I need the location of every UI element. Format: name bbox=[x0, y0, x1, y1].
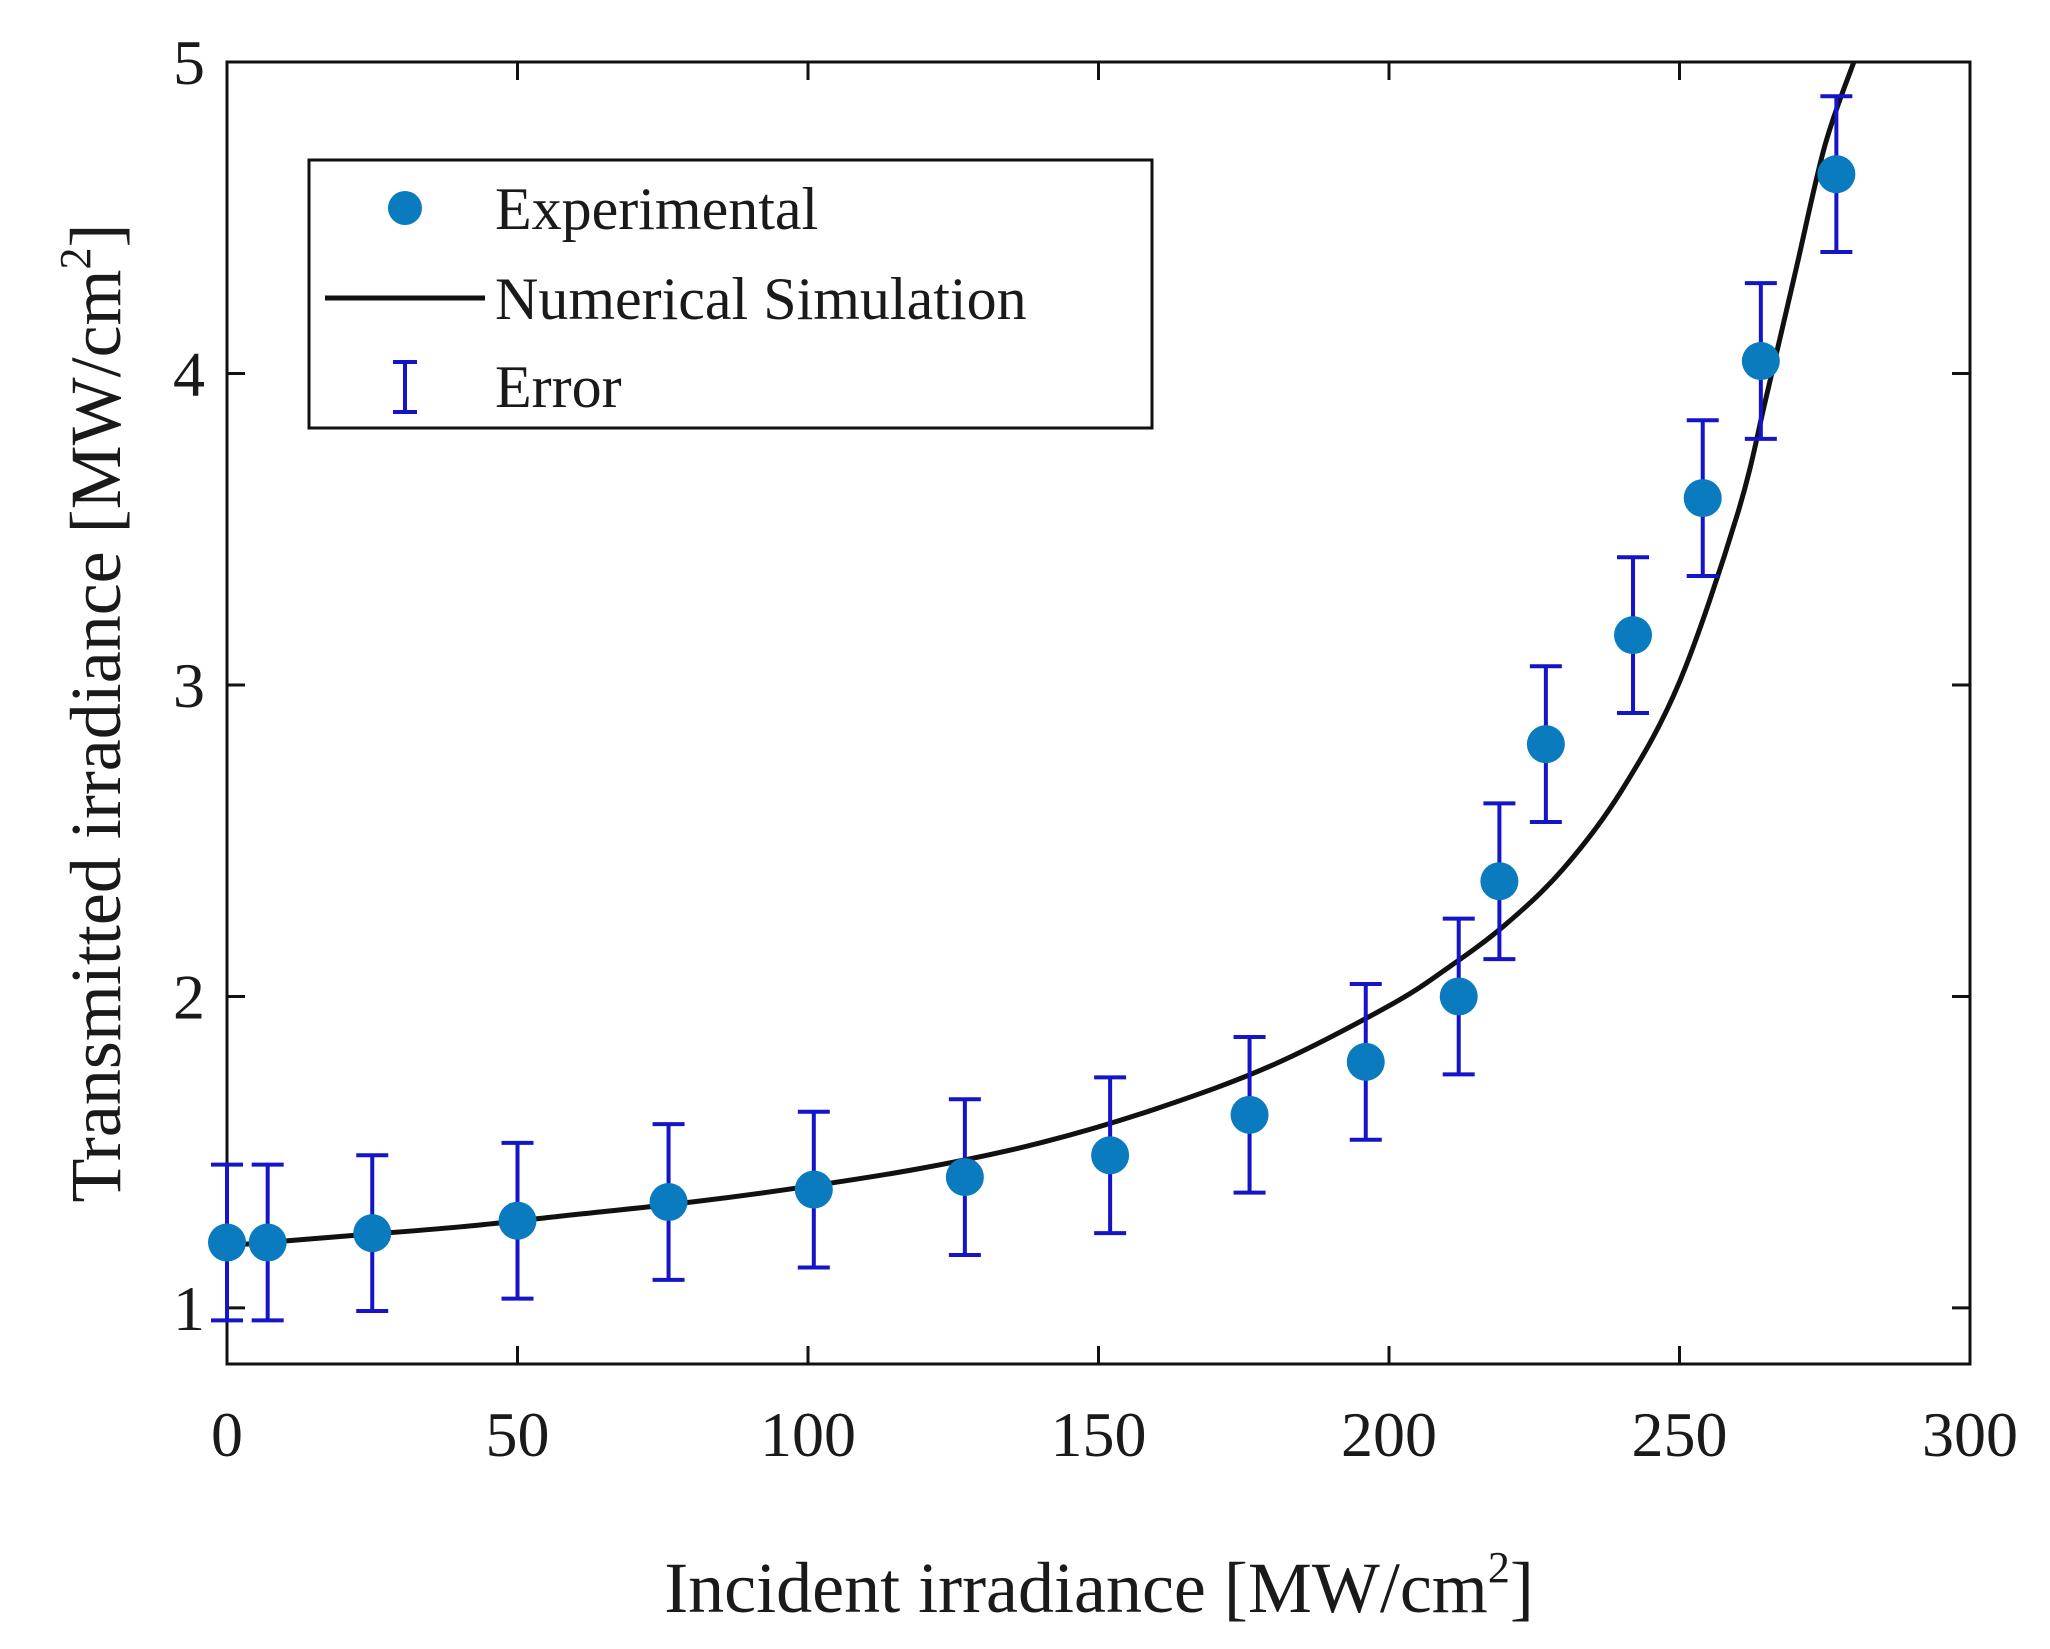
x-tick-label: 200 bbox=[1341, 1399, 1437, 1470]
experimental-point bbox=[1683, 479, 1722, 518]
axis-ticks bbox=[225, 60, 1972, 1364]
experimental-point bbox=[353, 1214, 392, 1253]
legend: Experimental Numerical Simulation Error bbox=[307, 158, 1154, 430]
x-tick-label: 300 bbox=[1922, 1399, 2018, 1470]
experimental-point bbox=[1346, 1042, 1385, 1081]
x-tick-label: 0 bbox=[211, 1399, 243, 1470]
legend-error-bar-icon bbox=[393, 360, 417, 414]
experimental-point bbox=[945, 1158, 984, 1197]
y-tick-label: 4 bbox=[173, 338, 205, 409]
legend-label-experimental: Experimental bbox=[495, 176, 818, 242]
experimental-point bbox=[1091, 1136, 1130, 1175]
y-axis-label-end: ] bbox=[56, 223, 136, 247]
x-tick-labels: 0 50 100 150 200 250 300 bbox=[211, 1399, 2018, 1470]
experimental-point bbox=[1439, 977, 1478, 1016]
y-axis-label-text: Transmitted irradiance [MW/cm bbox=[56, 269, 136, 1202]
x-tick-label: 100 bbox=[760, 1399, 856, 1470]
legend-marker-icon bbox=[388, 191, 422, 225]
experimental-point bbox=[1230, 1095, 1269, 1134]
experimental-point bbox=[248, 1223, 287, 1262]
legend-box bbox=[307, 158, 1154, 430]
experimental-point bbox=[649, 1183, 688, 1222]
y-tick-label: 1 bbox=[173, 1273, 205, 1344]
x-tick-label: 150 bbox=[1051, 1399, 1147, 1470]
y-tick-label: 3 bbox=[173, 650, 205, 721]
x-axis-label-text: Incident irradiance [MW/cm bbox=[664, 1548, 1488, 1628]
experimental-point bbox=[1526, 725, 1565, 764]
experimental-point bbox=[1741, 342, 1780, 381]
experimental-point bbox=[1480, 862, 1519, 901]
y-axis-label: Transmitted irradiance [MW/cm2] bbox=[51, 223, 136, 1202]
x-axis-label-end: ] bbox=[1510, 1548, 1534, 1628]
y-tick-label: 2 bbox=[173, 961, 205, 1032]
experimental-point bbox=[1614, 616, 1653, 655]
experimental-point bbox=[208, 1223, 246, 1262]
experimental-point bbox=[794, 1170, 833, 1209]
experimental-series bbox=[208, 155, 1856, 1262]
legend-label-error: Error bbox=[495, 354, 622, 420]
x-tick-label: 250 bbox=[1632, 1399, 1728, 1470]
y-tick-label: 5 bbox=[173, 27, 205, 98]
y-tick-labels: 1 2 3 4 5 bbox=[173, 27, 205, 1344]
experimental-point bbox=[1817, 155, 1856, 194]
experimental-point bbox=[498, 1201, 537, 1240]
y-axis-label-sup: 2 bbox=[51, 247, 100, 269]
x-axis-label-sup: 2 bbox=[1488, 1543, 1510, 1592]
x-tick-label: 50 bbox=[486, 1399, 550, 1470]
legend-label-simulation: Numerical Simulation bbox=[495, 266, 1027, 332]
x-axis-label: Incident irradiance [MW/cm2] bbox=[664, 1543, 1534, 1628]
